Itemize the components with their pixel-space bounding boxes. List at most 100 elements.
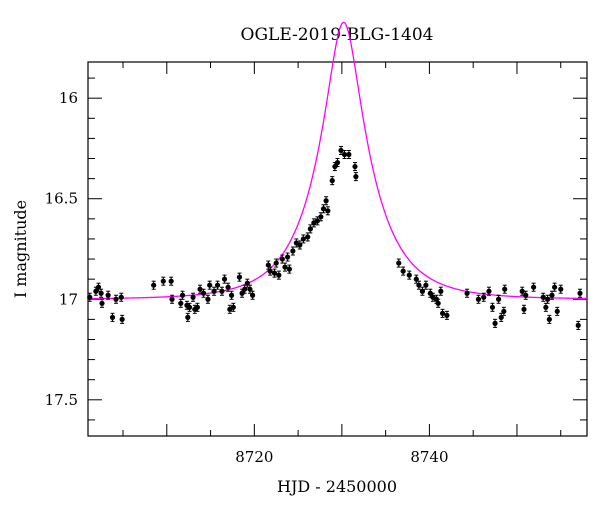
data-point — [523, 290, 529, 300]
data-point — [530, 282, 537, 292]
data-point — [95, 282, 102, 292]
data-point — [305, 232, 311, 242]
point-marker — [396, 260, 402, 266]
point-marker — [244, 280, 250, 286]
data-point — [249, 290, 256, 300]
data-point — [423, 280, 429, 290]
point-marker — [247, 286, 253, 292]
y-axis-label: I magnitude — [11, 200, 30, 298]
point-marker — [439, 310, 446, 316]
point-marker — [498, 314, 504, 320]
data-point — [225, 282, 231, 292]
point-marker — [521, 306, 527, 312]
point-marker — [151, 282, 157, 288]
point-marker — [105, 292, 111, 298]
point-marker — [271, 270, 278, 276]
data-point — [495, 294, 502, 304]
data-point — [325, 206, 331, 216]
point-marker — [249, 292, 256, 298]
data-point — [98, 288, 104, 298]
chart-title: OGLE-2019-BLG-1404 — [241, 25, 434, 45]
data-point — [168, 276, 174, 286]
data-point — [438, 286, 444, 296]
point-marker — [113, 296, 119, 302]
data-point — [545, 294, 551, 304]
point-marker — [346, 151, 352, 158]
data-point — [444, 310, 450, 320]
data-point — [400, 266, 406, 276]
data-point — [160, 276, 166, 286]
point-marker — [119, 316, 125, 322]
point-marker — [276, 272, 282, 278]
point-marker — [168, 278, 174, 284]
point-marker — [416, 282, 422, 288]
data-point — [282, 262, 288, 272]
data-point — [271, 268, 278, 278]
data-point — [519, 286, 525, 296]
point-marker — [501, 308, 507, 314]
data-point — [228, 290, 235, 300]
data-point — [481, 292, 487, 302]
point-marker — [236, 274, 243, 280]
data-point — [435, 298, 441, 308]
data-point — [334, 158, 341, 168]
point-marker — [481, 294, 487, 300]
point-marker — [307, 226, 313, 232]
point-marker — [279, 256, 285, 262]
data-point — [276, 270, 282, 280]
point-marker — [519, 288, 525, 294]
point-marker — [341, 151, 348, 158]
point-marker — [239, 290, 245, 296]
point-marker — [300, 236, 306, 242]
point-marker — [211, 288, 217, 294]
point-marker — [332, 163, 338, 170]
data-point — [314, 216, 320, 226]
point-marker — [400, 268, 406, 274]
data-point — [99, 298, 105, 308]
data-point — [396, 258, 402, 268]
y-tick-label: 16 — [59, 89, 78, 107]
point-marker — [352, 163, 358, 170]
data-point — [207, 280, 213, 290]
point-marker — [178, 300, 184, 306]
data-point — [575, 320, 581, 330]
point-marker — [475, 296, 482, 302]
data-point — [205, 294, 211, 304]
point-marker — [545, 296, 551, 302]
data-point — [200, 288, 207, 298]
data-point — [341, 149, 348, 160]
data-point — [406, 270, 412, 280]
point-marker — [242, 286, 248, 292]
data-point — [439, 308, 446, 318]
data-point — [185, 312, 191, 322]
data-point — [577, 288, 583, 298]
point-marker — [325, 208, 331, 214]
point-marker — [575, 322, 581, 329]
x-tick-label: 8720 — [235, 448, 273, 466]
point-marker — [285, 254, 291, 260]
data-point — [552, 282, 558, 292]
data-point — [273, 258, 279, 268]
point-marker — [329, 178, 335, 184]
data-point — [558, 284, 564, 294]
data-point — [179, 290, 186, 300]
data-point — [543, 302, 549, 312]
point-marker — [200, 290, 207, 296]
point-marker — [334, 159, 341, 166]
point-marker — [323, 198, 329, 204]
point-marker — [492, 320, 498, 326]
point-marker — [444, 312, 450, 318]
data-point — [300, 234, 306, 244]
data-point — [244, 278, 250, 288]
data-point — [475, 294, 482, 304]
point-marker — [179, 292, 186, 298]
data-point — [178, 298, 184, 308]
point-marker — [282, 264, 288, 270]
data-point — [290, 246, 296, 256]
data-point — [501, 306, 507, 316]
point-marker — [305, 234, 311, 240]
point-marker — [265, 262, 271, 268]
point-marker — [427, 290, 433, 296]
point-marker — [297, 242, 303, 248]
